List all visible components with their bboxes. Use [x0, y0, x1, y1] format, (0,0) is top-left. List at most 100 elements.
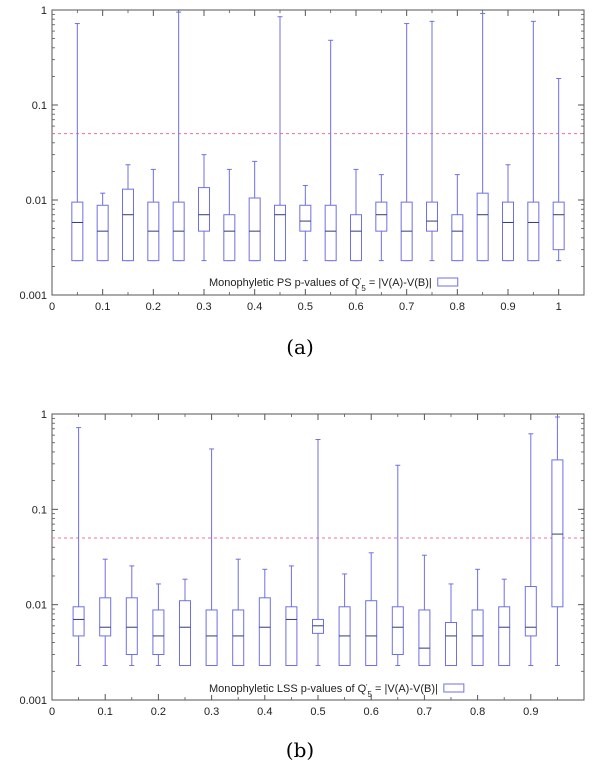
- box-10: [324, 39, 337, 262]
- box-11: [350, 168, 362, 262]
- box-iqr: [350, 214, 362, 262]
- box-iqr: [248, 197, 261, 262]
- legend-label: Monophyletic LSS p-values of Q'5 = |V(A)…: [209, 683, 438, 699]
- box-iqr: [72, 606, 85, 637]
- box-11: [365, 552, 378, 667]
- legend-swatch: [443, 683, 465, 693]
- box-2: [122, 164, 134, 262]
- box-iqr: [471, 609, 484, 667]
- x-tick-label: 0: [49, 301, 55, 313]
- x-tick-label: 0: [49, 706, 55, 718]
- box-iqr: [122, 188, 134, 262]
- y-tick-label: 0.1: [32, 504, 47, 516]
- caption-a: (a): [286, 335, 314, 359]
- box-14: [426, 20, 438, 262]
- box-8: [285, 565, 298, 667]
- box-iqr: [258, 597, 271, 667]
- box-iqr: [232, 609, 245, 667]
- legend: Monophyletic LSS p-values of Q'5 = |V(A)…: [205, 681, 485, 699]
- legend-swatch: [437, 277, 459, 287]
- box-13: [418, 554, 431, 667]
- box-iqr: [524, 586, 537, 637]
- x-tick-label: 0.4: [247, 301, 262, 313]
- legend-background: [205, 275, 455, 289]
- y-tick-label: 0.1: [32, 100, 47, 112]
- box-iqr: [274, 204, 286, 262]
- x-tick-label: 0.7: [417, 706, 432, 718]
- box-iqr: [152, 609, 165, 656]
- box-8: [274, 16, 286, 262]
- box-9: [312, 439, 324, 667]
- box-iqr: [312, 618, 324, 634]
- box-18: [551, 416, 564, 667]
- box-3: [147, 168, 160, 262]
- legend: Monophyletic PS p-values of Q'5 = |V(A)-…: [205, 275, 459, 293]
- box-iqr: [426, 201, 438, 232]
- box-12: [391, 464, 404, 667]
- box-17: [502, 164, 514, 262]
- box-9: [299, 185, 312, 262]
- box-iqr: [502, 201, 514, 262]
- y-tick-label: 0.01: [26, 195, 47, 207]
- box-3: [152, 583, 165, 667]
- box-17: [524, 433, 537, 667]
- x-tick-label: 0.3: [204, 706, 219, 718]
- box-iqr: [551, 459, 564, 608]
- caption-b: (b): [285, 738, 315, 762]
- y-tick-label: 0.001: [19, 695, 47, 707]
- box-iqr: [527, 201, 540, 262]
- box-iqr: [179, 600, 191, 667]
- box-2: [125, 565, 138, 667]
- box-iqr: [205, 609, 218, 667]
- box-iqr: [375, 201, 388, 232]
- box-15: [471, 568, 484, 667]
- x-tick-label: 0.5: [310, 706, 325, 718]
- box-iqr: [71, 201, 84, 262]
- legend-label: Monophyletic PS p-values of Q'5 = |V(A)-…: [209, 277, 432, 293]
- box-0: [71, 23, 84, 262]
- plot-frame: [51, 9, 585, 296]
- box-iqr: [285, 606, 298, 667]
- box-iqr: [299, 204, 312, 232]
- box-16: [498, 578, 511, 667]
- x-tick-label: 0.8: [470, 706, 485, 718]
- x-tick-label: 0.3: [196, 301, 211, 313]
- x-tick-label: 1: [556, 301, 562, 313]
- plot-a: 0.001 0.01 0.1 1 0 0.1 0.2 0.3 0.4 0.5 0.6 0.7 0.8 0.…: [19, 5, 585, 313]
- box-5: [205, 448, 218, 667]
- x-tick-label: 0.9: [500, 301, 515, 313]
- box-19: [552, 78, 565, 262]
- box-1: [99, 558, 112, 667]
- box-16: [476, 12, 489, 262]
- x-tick-label: 0.8: [450, 301, 465, 313]
- y-tick-label: 1: [41, 409, 47, 421]
- box-iqr: [125, 597, 138, 656]
- box-iqr: [96, 204, 109, 262]
- x-tick-label: 0.6: [348, 301, 363, 313]
- x-tick-label: 0.1: [98, 706, 113, 718]
- legend-background: [205, 681, 485, 695]
- box-6: [232, 558, 245, 667]
- box-7: [248, 160, 261, 262]
- box-13: [400, 23, 413, 262]
- y-tick-label: 0.01: [26, 600, 47, 612]
- box-iqr: [99, 597, 112, 637]
- box-6: [223, 168, 236, 262]
- box-iqr: [451, 214, 464, 262]
- box-4: [172, 11, 185, 262]
- box-iqr: [498, 606, 511, 667]
- box-12: [375, 174, 388, 262]
- x-tick-label: 0.4: [257, 706, 272, 718]
- y-tick-label: 0.001: [19, 290, 47, 302]
- box-iqr: [198, 187, 210, 232]
- box-iqr: [445, 622, 457, 667]
- x-tick-label: 0.9: [523, 706, 538, 718]
- box-7: [258, 568, 271, 667]
- x-tick-label: 0.1: [95, 301, 110, 313]
- x-tick-label: 0.5: [298, 301, 313, 313]
- y-tick-label: 1: [41, 5, 47, 17]
- box-5: [198, 154, 210, 262]
- x-tick-label: 0.2: [146, 301, 161, 313]
- box-iqr: [223, 214, 236, 262]
